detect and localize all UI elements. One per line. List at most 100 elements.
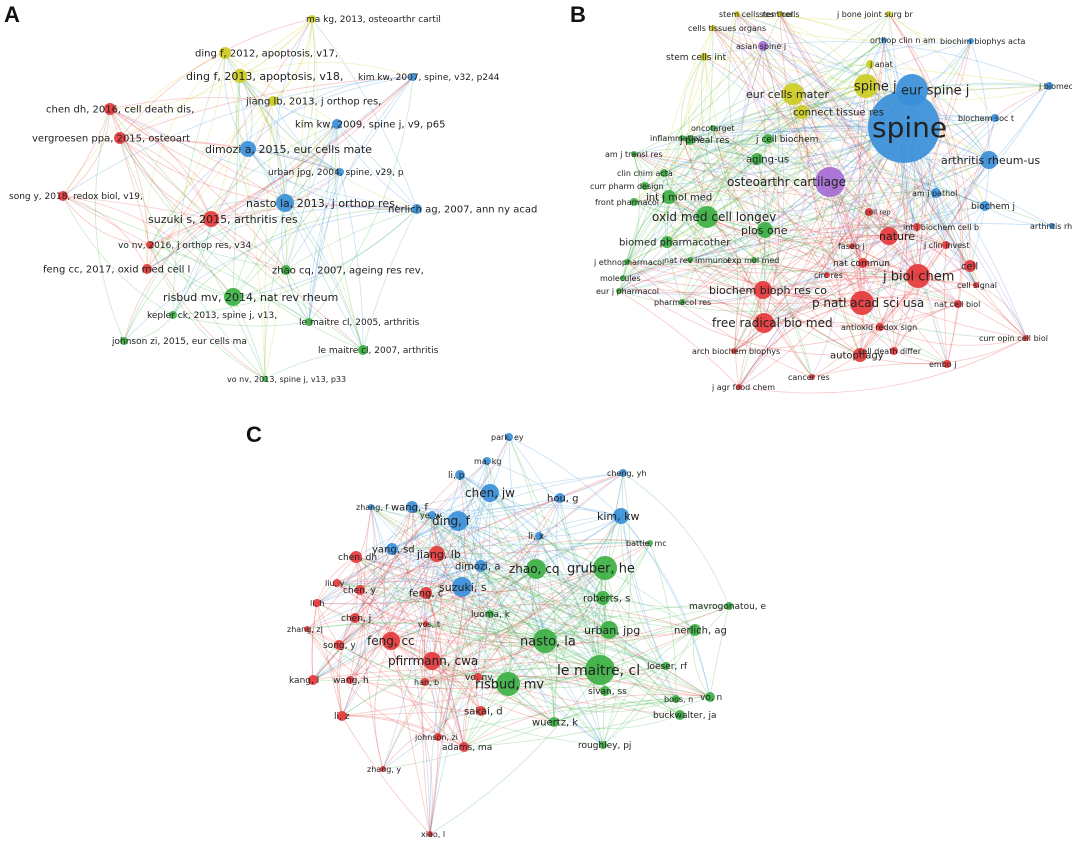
network-link — [480, 492, 491, 712]
network-link — [424, 515, 622, 683]
network-link — [728, 13, 766, 231]
network-link — [508, 436, 711, 698]
network-link — [172, 314, 310, 327]
network-link — [224, 52, 266, 380]
network-link — [461, 586, 610, 633]
network-link — [311, 18, 418, 210]
network-link — [336, 492, 491, 584]
network-link — [224, 52, 341, 173]
network-link — [712, 27, 853, 247]
network-link — [633, 63, 871, 203]
network-link — [437, 567, 606, 738]
network-link — [633, 126, 905, 174]
node-label-boos-n: boos, n — [664, 695, 693, 704]
network-link — [210, 218, 287, 271]
network-link — [306, 628, 343, 717]
network-link — [553, 698, 677, 723]
node-cancer-res — [809, 374, 815, 380]
network-link — [544, 515, 622, 642]
node-label-sakai-d: sakai, d — [464, 707, 503, 718]
node-cheng-yh — [619, 469, 627, 477]
network-link — [239, 75, 338, 125]
network-link — [431, 497, 561, 662]
node-stem-cells — [777, 11, 783, 17]
node-ding-f — [448, 511, 468, 531]
node-label-nat-cell-biol: nat cell biol — [934, 300, 980, 309]
node-label-kim-kw-2009-spine-j-v9-p65: kim kw, 2009, spine j, v9, p65 — [295, 120, 445, 131]
network-link — [149, 100, 274, 246]
node-label-circ-res: circ res — [814, 271, 843, 280]
node-label-inflammation: inflammation — [650, 134, 703, 143]
network-link — [689, 259, 863, 304]
node-arthritis-rheum-us — [980, 151, 998, 169]
node-label-park-ey: park, ey — [491, 433, 524, 442]
network-link — [149, 244, 234, 298]
network-link — [94, 108, 125, 342]
network-link — [706, 216, 948, 365]
network-link — [706, 13, 890, 218]
network-link — [370, 506, 463, 588]
network-link — [507, 683, 677, 713]
node-wang-f — [406, 501, 418, 513]
node-nat-commun — [858, 258, 868, 268]
node-zhang-f — [368, 504, 374, 510]
network-link — [149, 244, 310, 323]
network-link — [663, 89, 913, 174]
node-label-li-x: li, x — [528, 532, 545, 542]
node-yang-sd — [386, 543, 398, 555]
network-link — [762, 211, 870, 291]
network-link — [62, 195, 234, 298]
network-link — [681, 137, 1027, 339]
network-link — [336, 506, 413, 584]
network-link — [829, 181, 959, 305]
network-link — [689, 45, 764, 261]
panel-a-letter: A — [4, 2, 20, 27]
network-link — [405, 506, 427, 625]
network-link — [119, 137, 364, 351]
node-label-cheng-yh: cheng, yh — [607, 469, 646, 478]
network-link — [668, 196, 764, 291]
node-label-ye-w: ye, w — [420, 511, 442, 520]
network-link — [424, 567, 606, 683]
network-link — [480, 565, 512, 685]
network-link — [604, 665, 667, 692]
network-link — [62, 195, 287, 271]
network-link — [633, 85, 867, 203]
network-link — [757, 138, 813, 378]
node-li-x — [535, 532, 543, 540]
network-link — [633, 13, 738, 203]
network-link — [762, 45, 780, 231]
network-link — [390, 640, 465, 748]
node-antioxid-redox-sign — [876, 323, 884, 331]
network-link — [390, 640, 606, 692]
network-link — [461, 515, 622, 588]
node-label-ma-kg-2013-osteoarthr-cartil: ma kg, 2013, osteoarthr cartil — [306, 15, 441, 25]
network-link — [663, 172, 691, 261]
network-link — [457, 520, 601, 671]
network-link — [431, 514, 610, 631]
node-vo-n — [705, 692, 715, 702]
node-label-nerlich-ag-2007-ann-ny-acad: nerlich ag, 2007, ann ny acad — [388, 205, 537, 216]
network-link — [712, 13, 890, 129]
network-link — [232, 123, 338, 298]
network-link — [339, 171, 364, 351]
node-label-chen-jw: chen, jw — [465, 486, 515, 500]
network-link — [370, 506, 438, 555]
node-label-j-pineal-res: j pineal res — [679, 136, 730, 146]
network-link — [738, 289, 764, 388]
node-pfirrmann-cwa — [423, 652, 441, 670]
node-label-front-pharmacol: front pharmacol — [595, 198, 659, 207]
network-link — [649, 542, 677, 700]
network-link — [664, 137, 683, 243]
network-link — [602, 629, 696, 746]
network-link — [538, 535, 604, 599]
node-label-j-bone-joint-surg-br: j bone joint surg br — [836, 10, 913, 19]
network-link — [703, 56, 867, 87]
network-link — [689, 139, 986, 207]
node-clin-chim-acta — [660, 169, 668, 177]
network-link — [336, 582, 546, 644]
node-int-j-biochem-cell-b — [913, 223, 921, 231]
network-link — [622, 216, 708, 279]
network-link — [893, 350, 948, 365]
